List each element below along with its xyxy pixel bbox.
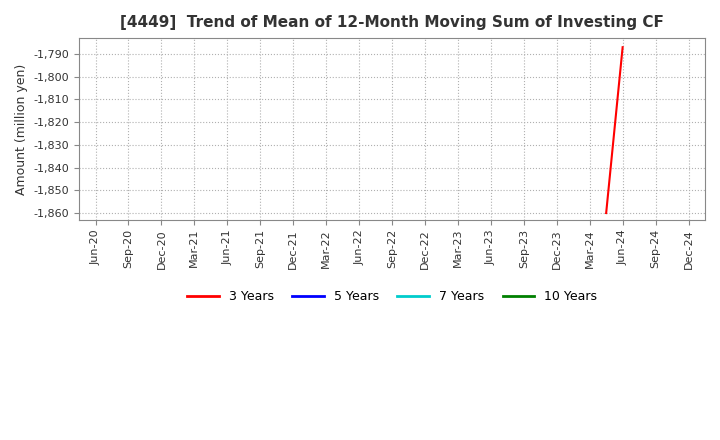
Title: [4449]  Trend of Mean of 12-Month Moving Sum of Investing CF: [4449] Trend of Mean of 12-Month Moving … — [120, 15, 664, 30]
Y-axis label: Amount (million yen): Amount (million yen) — [15, 63, 28, 194]
Legend: 3 Years, 5 Years, 7 Years, 10 Years: 3 Years, 5 Years, 7 Years, 10 Years — [182, 285, 602, 308]
